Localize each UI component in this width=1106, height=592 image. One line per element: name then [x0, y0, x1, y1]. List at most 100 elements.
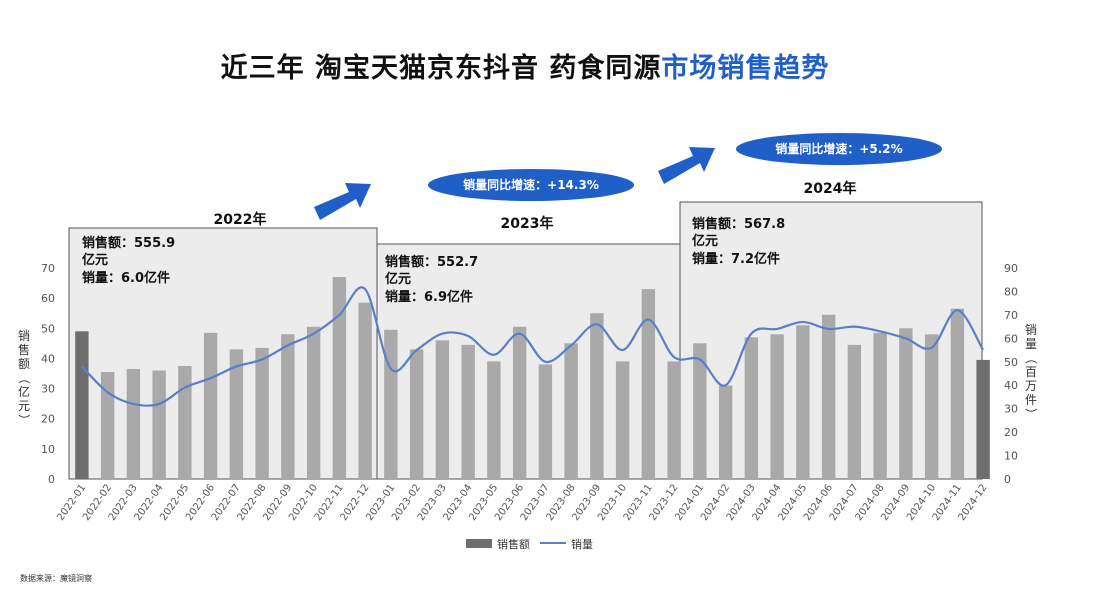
- y-right-tick-label: 90: [1004, 262, 1018, 275]
- bar-series-sales: [75, 277, 990, 479]
- bar: [75, 331, 89, 479]
- title-highlight: 市场销售趋势: [661, 53, 830, 84]
- panel-2022-volume-label: 销量：: [82, 270, 121, 286]
- bar: [615, 361, 630, 479]
- panel-2022-background: [68, 227, 378, 480]
- panel-2023-volume-value: 6.9亿件: [424, 289, 473, 305]
- bar: [847, 344, 862, 479]
- growth-arrow-1: [314, 183, 371, 220]
- panel-2023: 2023年 销售额：552.7 亿元 销量：6.9亿件: [376, 215, 681, 480]
- y-right-tick-label: 60: [1004, 332, 1018, 345]
- bar: [873, 332, 887, 479]
- bar: [899, 328, 913, 479]
- panel-2024-sales-unit: 亿元: [692, 233, 718, 249]
- y-right-tick-label: 40: [1004, 379, 1018, 392]
- bar: [358, 302, 372, 479]
- bar: [126, 368, 141, 479]
- bar: [744, 337, 759, 479]
- y-left-tick-label: 20: [41, 413, 55, 426]
- bar: [976, 359, 990, 479]
- y-right-tick-label: 10: [1004, 450, 1018, 463]
- bar: [693, 343, 707, 479]
- panel-2022-sales-value: 555.9: [134, 236, 175, 251]
- panel-2024-sales: 销售额：567.8: [692, 216, 785, 232]
- growth-badge-1: 销量同比增速：+14.3%: [428, 169, 634, 201]
- y-right-tick-label: 30: [1004, 403, 1018, 416]
- y-right-tick-label: 50: [1004, 356, 1018, 369]
- y-left-tick-label: 10: [41, 443, 55, 456]
- bar: [152, 370, 166, 479]
- panel-2022-sales-label: 销售额：: [82, 235, 134, 251]
- axis-title-char: 销: [18, 329, 30, 343]
- bar: [281, 334, 295, 479]
- growth-badge-1-text: 销量同比增速：+14.3%: [463, 177, 599, 192]
- panel-2023-year: 2023年: [501, 215, 554, 232]
- axis-title-char: ）: [1024, 408, 1038, 420]
- axis-title-char: 量: [1025, 337, 1037, 351]
- panel-2024-year: 2024年: [804, 180, 857, 197]
- y-left-tick-label: 40: [41, 352, 55, 365]
- y-left-tick-label: 50: [41, 322, 55, 335]
- bar: [512, 326, 527, 479]
- axis-title-char: 件: [1025, 393, 1037, 407]
- bar: [435, 340, 450, 479]
- bar: [924, 334, 939, 479]
- axis-title-char: 额: [18, 357, 30, 371]
- bar: [487, 361, 501, 479]
- axis-title-char: 销: [1025, 323, 1037, 337]
- panel-2023-sales-unit: 亿元: [385, 271, 411, 287]
- bar: [821, 314, 836, 479]
- axis-title-char: 元: [18, 399, 30, 413]
- panel-2024-volume: 销量：7.2亿件: [692, 251, 780, 267]
- y-left-tick-label: 60: [41, 292, 55, 305]
- growth-arrow-2: [658, 147, 715, 184]
- y-left-tick-label: 30: [41, 383, 55, 396]
- y-right-tick-label: 80: [1004, 285, 1018, 298]
- bar: [667, 361, 681, 479]
- bar: [718, 385, 733, 479]
- axis-title-char: 售: [18, 342, 30, 357]
- bar: [564, 343, 578, 479]
- y-right-tick-label: 20: [1004, 426, 1018, 439]
- y-left-tick-label: 70: [41, 262, 55, 275]
- growth-badge-1-bg: [428, 169, 634, 201]
- title-prefix: 近三年 淘宝天猫京东抖音 药食同源: [220, 53, 662, 84]
- y-axis-left-title: 销售额（亿元）: [17, 329, 31, 426]
- bar: [538, 364, 553, 479]
- panel-2022-sales-unit: 亿元: [82, 252, 108, 268]
- panel-2023-sales-label: 销售额：: [385, 254, 437, 270]
- panel-2023-volume: 销量：6.9亿件: [385, 289, 473, 305]
- panel-2022-volume: 销量：6.0亿件: [82, 270, 170, 286]
- bar: [641, 289, 656, 479]
- panel-2022: 2022年 销售额：555.9 亿元 销量：6.0亿件: [68, 211, 378, 480]
- growth-badge-2: 销量同比增速：+5.2%: [736, 133, 942, 165]
- panel-2023-background: [376, 243, 681, 480]
- bar: [255, 347, 269, 479]
- axis-title-char: （: [17, 372, 31, 384]
- panel-2024-volume-value: 7.2亿件: [731, 251, 780, 267]
- arrow-up-right-icon: [658, 147, 715, 184]
- panel-2023-sales: 销售额：552.7: [385, 254, 478, 270]
- bar: [100, 371, 115, 479]
- bar: [461, 344, 475, 479]
- growth-badge-2-text: 销量同比增速：+5.2%: [775, 141, 902, 156]
- bar: [229, 349, 244, 479]
- line-series-volume: [81, 286, 985, 407]
- bar: [306, 326, 321, 479]
- bar: [770, 334, 784, 479]
- y-axis-left-ticks: 0 10 20 30 40 50 60 70: [41, 262, 55, 486]
- panel-2022-volume-value: 6.0亿件: [121, 270, 170, 286]
- axis-title-char: 亿: [18, 384, 30, 399]
- volume-line: [81, 286, 985, 407]
- bar: [590, 313, 604, 479]
- y-right-tick-label: 0: [1004, 473, 1011, 486]
- axis-title-char: （: [1024, 352, 1038, 364]
- panel-2024-sales-value: 567.8: [744, 217, 785, 232]
- data-source: 数据来源：魔镜洞察: [20, 574, 92, 583]
- panel-2024-volume-label: 销量：: [692, 251, 731, 267]
- bar: [950, 308, 965, 479]
- y-axis-right-title: 销量（百万件）: [1024, 323, 1038, 420]
- panel-2022-year: 2022年: [214, 211, 267, 228]
- axis-title-char: 百: [1025, 365, 1037, 379]
